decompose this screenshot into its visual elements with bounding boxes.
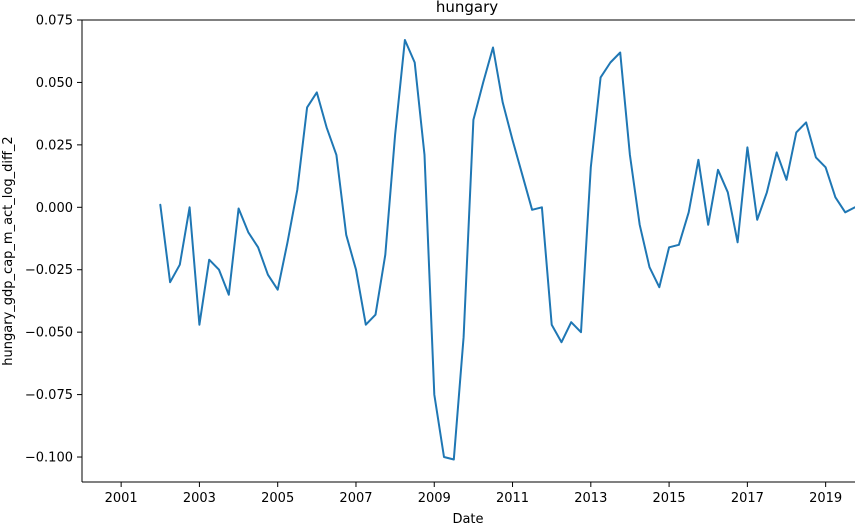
y-tick-label: −0.100 (25, 451, 73, 466)
x-tick-label: 2011 (496, 491, 529, 506)
data-series-line (159, 39, 855, 461)
y-tick-label: 0.050 (36, 76, 73, 91)
x-tick-label: 2007 (339, 491, 372, 506)
y-tick-label: −0.050 (25, 326, 73, 341)
x-tick-label: 2003 (183, 491, 216, 506)
y-axis-title: hungary_gdp_cap_m_act_log_diff_2 (1, 136, 16, 365)
x-axis-title: Date (452, 512, 483, 525)
x-tick-label: 2005 (261, 491, 294, 506)
x-tick-label: 2017 (731, 491, 764, 506)
y-ticks: −0.100 −0.075 −0.050 −0.025 0.000 0.025 0.050 0… (25, 14, 82, 466)
x-tick-label: 2001 (105, 491, 138, 506)
y-tick-label: 0.000 (36, 201, 73, 216)
y-tick-label: −0.075 (25, 388, 73, 403)
x-tick-label: 2009 (418, 491, 451, 506)
x-ticks: 2001 2003 2005 2007 2009 2011 2013 2015 2017 2019 (105, 482, 842, 506)
y-tick-label: 0.025 (36, 138, 73, 153)
x-tick-label: 2013 (574, 491, 607, 506)
y-tick-label: −0.025 (25, 263, 73, 278)
plot-area (82, 20, 855, 482)
chart-title: hungary (436, 0, 498, 16)
x-tick-label: 2019 (809, 491, 842, 506)
y-tick-label: 0.075 (36, 14, 73, 29)
x-tick-label: 2015 (653, 491, 686, 506)
